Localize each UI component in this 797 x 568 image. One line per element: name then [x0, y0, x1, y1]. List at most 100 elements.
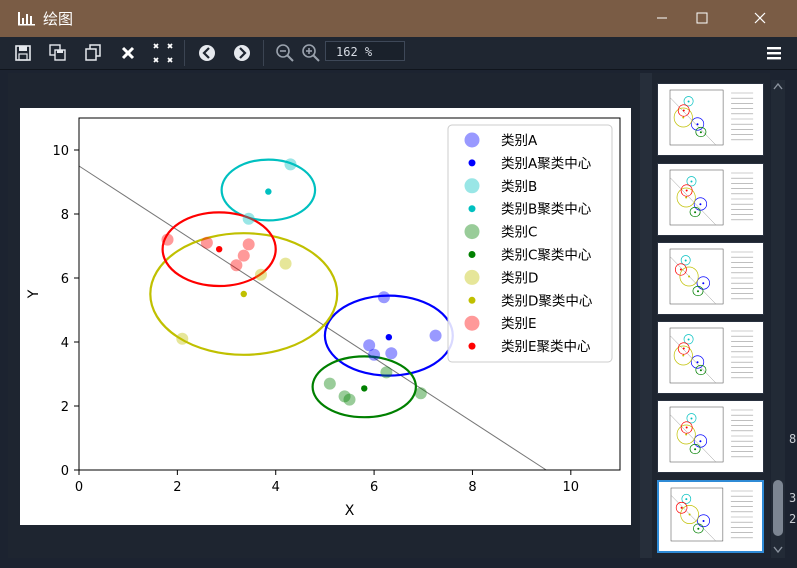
data-point [176, 332, 189, 345]
close-all-icon[interactable] [152, 42, 174, 64]
thumbnail-ellipse [695, 364, 707, 376]
thumbnail-point [685, 189, 688, 192]
legend-label: 类别E [501, 316, 537, 332]
thumbnail-ellipse [680, 421, 693, 434]
save-icon[interactable] [12, 42, 34, 64]
data-point [377, 291, 390, 304]
thumbnail-ellipse [683, 334, 694, 345]
thumbnail-point [685, 433, 688, 436]
data-point [338, 390, 351, 403]
thumbnail-ellipse [683, 96, 694, 107]
legend-marker [464, 132, 480, 148]
legend-label: 类别B聚类中心 [501, 202, 592, 218]
menu-icon[interactable] [763, 42, 785, 64]
legend-marker [468, 251, 476, 258]
thumbnail-ellipse [677, 342, 690, 355]
zoom-out-icon[interactable] [274, 42, 296, 64]
thumbnail-point [688, 513, 691, 516]
plot-thumbnail[interactable] [657, 83, 764, 156]
thumbnail-ellipse [693, 197, 708, 211]
thumbnail-point [699, 440, 702, 443]
back-icon[interactable] [196, 42, 218, 64]
legend-marker [464, 178, 480, 194]
thumbnail-point [682, 116, 685, 119]
data-point [363, 339, 376, 352]
legend-label: 类别D [501, 270, 538, 286]
cluster-center-point [385, 334, 393, 341]
background-text: 3 [789, 491, 797, 505]
thumbnail-point [690, 417, 693, 420]
zoom-in-icon[interactable] [300, 42, 322, 64]
thumbnail-point [679, 268, 682, 271]
background-text: 8 [789, 432, 797, 446]
cluster-center-point [240, 290, 247, 298]
thumbnail-axes [670, 487, 724, 542]
thumbnail-ellipse [690, 355, 705, 369]
x-tick-label: 2 [173, 480, 181, 495]
legend-marker [468, 205, 476, 213]
scrollbar-thumb[interactable] [773, 480, 783, 536]
axes-frame [78, 117, 621, 471]
scroll-up-icon[interactable] [773, 82, 783, 90]
thumbnail-scrollbar[interactable] [771, 80, 785, 558]
thumbnail-ellipse [680, 255, 691, 266]
thumbnail-ellipse [680, 504, 699, 525]
thumbnail-line [669, 97, 717, 146]
thumbnail-ellipse [693, 434, 708, 448]
thumbnail-ellipse [675, 501, 688, 514]
legend-label: 类别B [501, 179, 537, 195]
cluster-ellipse [220, 158, 317, 222]
thumbnail-ellipse [676, 424, 696, 445]
data-point [242, 212, 255, 225]
forward-icon[interactable] [231, 42, 253, 64]
thumbnail-point [694, 211, 697, 214]
y-tick-label: 0 [61, 464, 69, 479]
data-point [380, 366, 393, 379]
thumbnail-axes [669, 327, 724, 384]
thumbnail-point [690, 180, 693, 183]
legend-marker [464, 224, 480, 240]
thumbnail-point [687, 100, 690, 103]
data-point [230, 259, 243, 272]
thumbnail-point [688, 275, 691, 278]
thumbnail-ellipse [673, 345, 693, 366]
copy-icon[interactable] [82, 42, 104, 64]
window-title-bar: 绘图 [0, 0, 797, 37]
plot-thumbnail[interactable] [657, 321, 764, 394]
plot-thumbnail[interactable] [657, 163, 764, 236]
data-point [429, 329, 442, 342]
data-point [200, 236, 213, 249]
thumbnail-point [682, 354, 685, 357]
plot-thumbnail[interactable] [657, 400, 764, 473]
close-icon[interactable] [117, 42, 139, 64]
y-tick-label: 2 [61, 400, 69, 415]
save-all-icon[interactable] [47, 42, 69, 64]
cluster-ellipse [149, 232, 339, 356]
thumbnail-ellipse [695, 126, 707, 138]
plot-thumbnail-selected[interactable] [657, 480, 764, 553]
thumbnail-ellipse [676, 187, 696, 208]
thumbnail-ellipse [696, 276, 710, 290]
thumbnail-ellipse [681, 493, 692, 504]
minimize-button[interactable] [642, 5, 682, 31]
legend-label: 类别A [501, 133, 538, 149]
data-point [414, 387, 427, 400]
close-window-button[interactable] [740, 5, 780, 31]
data-point [161, 233, 174, 246]
scroll-down-icon[interactable] [773, 546, 783, 554]
x-tick-label: 6 [370, 480, 378, 495]
panel-splitter[interactable] [640, 73, 652, 558]
thumbnail-ellipse [677, 104, 690, 117]
background-text: 2 [789, 512, 797, 526]
zoom-level-input[interactable]: 162 % [325, 41, 405, 61]
cluster-ellipse [311, 355, 417, 419]
thumbnail-ellipse [693, 523, 704, 534]
cluster-ellipse [161, 211, 277, 288]
maximize-button[interactable] [682, 5, 722, 31]
thumbnail-point [702, 282, 705, 285]
legend-label: 类别E聚类中心 [501, 339, 591, 355]
x-tick-label: 8 [468, 480, 476, 495]
plot-thumbnail[interactable] [657, 242, 764, 315]
thumbnail-point [697, 527, 700, 530]
